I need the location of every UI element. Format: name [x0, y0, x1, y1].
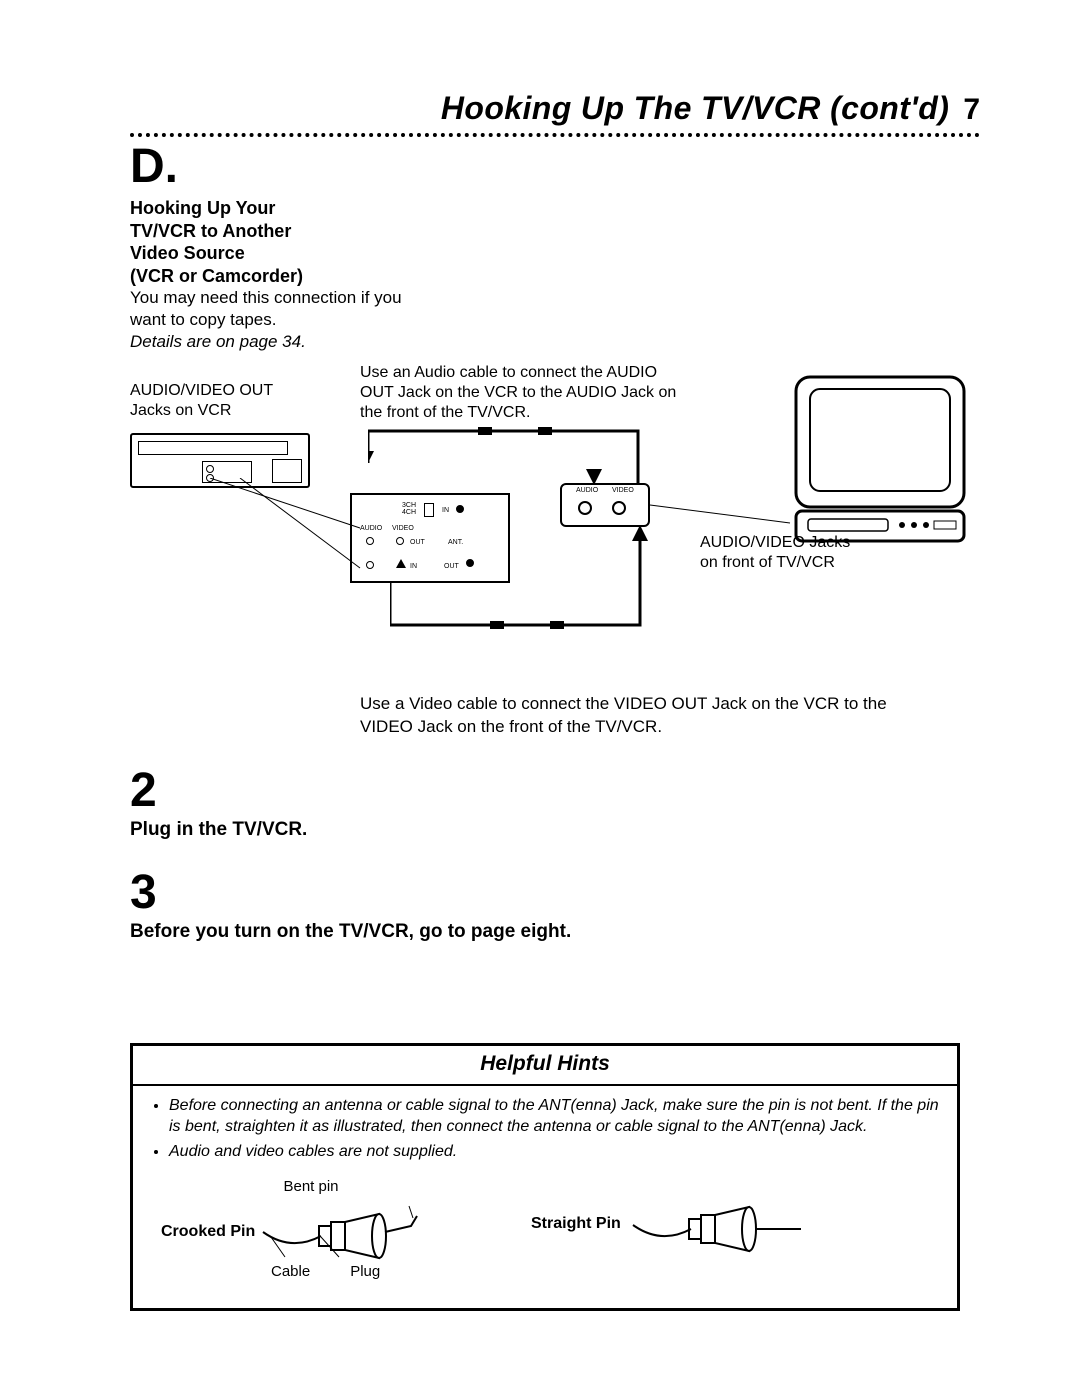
heading-line: Video Source [130, 243, 245, 263]
cable-label: Cable [271, 1262, 310, 1282]
crooked-pin-block: Bent pin Crooked Pin [161, 1177, 461, 1282]
straight-pin-block: Straight Pin [531, 1195, 831, 1255]
step-3-number: 3 [130, 869, 980, 917]
step-2-text: Plug in the TV/VCR. [130, 819, 980, 841]
callout-lines [200, 478, 370, 578]
page-number: 7 [963, 93, 980, 127]
tv-svg [790, 373, 970, 548]
panel-out2-label: OUT [444, 563, 459, 570]
callout-line-tv [650, 493, 800, 533]
dotted-divider [130, 133, 980, 137]
av-jacks-line1: AUDIO/VIDEO Jacks [700, 534, 850, 551]
heading-line: TV/VCR to Another [130, 221, 291, 241]
step-3-text: Before you turn on the TV/VCR, go to pag… [130, 921, 980, 943]
section-d-letter: D. [130, 143, 980, 191]
av-out-line1: AUDIO/VIDEO OUT [130, 382, 273, 399]
page-title: Hooking Up The TV/VCR (cont'd) [441, 90, 949, 127]
vcr-jack-icon [206, 465, 214, 473]
tv-vcr-illustration [790, 373, 970, 548]
step-2-number: 2 [130, 767, 980, 815]
vcr-rear-panel: 3CH4CH IN AUDIO VIDEO OUT ANT. IN OUT [350, 493, 510, 583]
label-pointer-lines [271, 1235, 391, 1265]
connection-diagram: AUDIO/VIDEO OUT Jacks on VCR Use an Audi… [130, 363, 970, 693]
audio-cable-line [368, 423, 648, 493]
panel-jack-icon [456, 505, 464, 513]
crooked-pin-label: Crooked Pin [161, 1222, 255, 1243]
arrow-up-icon [396, 559, 406, 568]
section-d-heading: Hooking Up Your TV/VCR to Another Video … [130, 197, 400, 287]
arrow-up-long-icon [628, 523, 652, 583]
front-jack-icon [612, 501, 626, 515]
hints-bullet: Before connecting an antenna or cable si… [169, 1096, 941, 1138]
hints-diagram: Bent pin Crooked Pin [151, 1177, 941, 1292]
helpful-hints-box: Helpful Hints Before connecting an anten… [130, 1043, 960, 1310]
ch-switch-icon [424, 503, 434, 517]
panel-out-label: OUT [410, 539, 425, 546]
hints-bullet: Audio and video cables are not supplied. [169, 1142, 941, 1163]
video-instruction: Use a Video cable to connect the VIDEO O… [360, 693, 900, 739]
straight-pin-svg [631, 1195, 821, 1255]
panel-jack-icon [396, 537, 404, 545]
hints-body: Before connecting an antenna or cable si… [133, 1086, 957, 1307]
section-d-details: Details are on page 34. [130, 331, 410, 353]
heading-line: Hooking Up Your [130, 198, 275, 218]
av-out-label: AUDIO/VIDEO OUT Jacks on VCR [130, 381, 273, 421]
page-root: Hooking Up The TV/VCR (cont'd) 7 D. Hook… [0, 0, 1080, 1371]
video-cable-line [390, 581, 650, 641]
vcr-slot [138, 441, 288, 455]
audio-instruction: Use an Audio cable to connect the AUDIO … [360, 363, 690, 423]
hints-list: Before connecting an antenna or cable si… [151, 1096, 941, 1162]
page-header: Hooking Up The TV/VCR (cont'd) 7 [130, 90, 980, 127]
av-jacks-label: AUDIO/VIDEO Jacks on front of TV/VCR [700, 533, 850, 573]
front-jack-icon [578, 501, 592, 515]
panel-in-label: IN [442, 507, 449, 514]
hints-title: Helpful Hints [480, 1052, 610, 1075]
panel-jack-icon [466, 559, 474, 567]
panel-video-label: VIDEO [392, 525, 414, 532]
straight-pin-label: Straight Pin [531, 1214, 621, 1235]
panel-in2-label: IN [410, 563, 417, 570]
ch-switch-label: 3CH4CH [402, 503, 416, 516]
av-out-line2: Jacks on VCR [130, 402, 231, 419]
heading-line: (VCR or Camcorder) [130, 266, 303, 286]
cable-plug-labels: Cable Plug [271, 1262, 461, 1282]
arrow-down-icon [582, 463, 606, 487]
plug-label: Plug [350, 1262, 380, 1282]
bent-pin-label: Bent pin [161, 1177, 461, 1197]
panel-ant-label: ANT. [448, 539, 463, 546]
av-jacks-line2: on front of TV/VCR [700, 554, 835, 571]
hints-title-row: Helpful Hints [133, 1046, 957, 1086]
section-d-body: You may need this connection if you want… [130, 287, 410, 331]
